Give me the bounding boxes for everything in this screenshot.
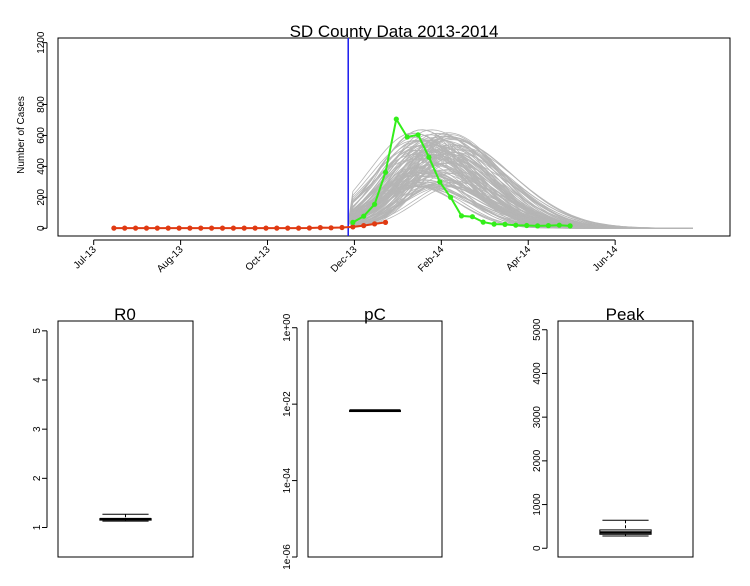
peak-y-tick-label: 5000 xyxy=(532,318,543,341)
observed-point-red xyxy=(219,225,226,231)
pc-boxplot-panel: pC 1e-06 1e-04 1e-02 1e+00 xyxy=(282,305,443,570)
observed-point-green xyxy=(458,213,465,219)
observed-point-green xyxy=(415,132,421,138)
main-x-axis: Jul-13 Aug-13 Oct-13 Dec-13 Feb-14 Apr-14 Jun-… xyxy=(72,239,621,275)
observed-point-green xyxy=(524,222,530,229)
main-y-axis: 0 200 400 600 800 1200 xyxy=(36,31,48,231)
observed-point-red xyxy=(176,225,182,231)
peak-y-tick-label: 3000 xyxy=(532,406,543,429)
observed-point-green xyxy=(393,116,399,122)
observed-point-red xyxy=(274,225,280,231)
pc-y-tick-label: 1e+00 xyxy=(282,313,293,342)
observed-line-red xyxy=(113,221,386,230)
observed-point-green xyxy=(382,169,389,175)
observed-point-red xyxy=(296,225,302,231)
r0-plot-frame xyxy=(57,320,194,558)
main-chart: SD County Data 2013-2014 Number of Cases… xyxy=(16,22,731,275)
observed-point-green xyxy=(372,201,378,207)
observed-point-green xyxy=(502,221,508,227)
main-x-tick-label: Feb-14 xyxy=(416,244,446,274)
observed-point-red xyxy=(263,225,269,231)
observed-point-red xyxy=(361,223,367,229)
observed-point-red xyxy=(382,219,389,225)
observed-point-red xyxy=(165,225,171,231)
observed-point-red xyxy=(209,225,215,231)
main-y-tick-label: 200 xyxy=(36,189,47,206)
main-y-tick-label: 400 xyxy=(36,158,47,175)
observed-point-green xyxy=(545,223,552,229)
pc-y-tick-label: 1e-04 xyxy=(282,467,293,493)
r0-y-tick-label: 4 xyxy=(32,377,43,383)
observed-point-green xyxy=(556,222,562,228)
observed-point-green xyxy=(513,222,519,228)
peak-title: Peak xyxy=(606,305,645,324)
main-chart-title: SD County Data 2013-2014 xyxy=(290,22,499,41)
main-x-tick-label: Apr-14 xyxy=(504,244,533,273)
main-y-tick-label: 600 xyxy=(36,127,47,144)
main-x-tick-label: Oct-13 xyxy=(244,244,273,273)
pc-boxplot: 1e-06 1e-04 1e-02 1e+00 xyxy=(282,313,401,570)
main-y-tick-label: 1200 xyxy=(36,31,47,54)
main-x-tick-label: Dec-13 xyxy=(329,244,360,275)
observed-point-green xyxy=(448,194,454,200)
observed-point-green xyxy=(350,219,356,225)
main-y-axis-label: Number of Cases xyxy=(16,96,27,174)
observed-point-red xyxy=(306,225,312,231)
observed-point-red xyxy=(198,225,204,231)
simulation-curves xyxy=(347,129,693,229)
observed-point-green xyxy=(426,154,432,160)
peak-plot-frame xyxy=(557,320,694,558)
observed-point-green xyxy=(404,134,410,140)
main-x-tick-label: Aug-13 xyxy=(155,244,186,275)
peak-y-tick-label: 2000 xyxy=(532,449,543,472)
observed-point-green xyxy=(535,223,541,229)
peak-y-tick-label: 0 xyxy=(532,545,543,551)
r0-y-tick-label: 1 xyxy=(32,524,43,530)
observed-point-green xyxy=(469,214,475,220)
observed-point-red xyxy=(339,224,345,231)
simulation-curve xyxy=(348,144,693,229)
observed-point-red xyxy=(230,225,236,231)
observed-point-red xyxy=(133,225,139,231)
observed-point-red xyxy=(187,225,193,231)
peak-boxplot-panel: Peak 0 1000 2000 3000 4000 5000 xyxy=(532,305,694,558)
observed-point-green xyxy=(491,221,497,227)
r0-y-tick-label: 5 xyxy=(32,328,43,334)
r0-y-tick-label: 2 xyxy=(32,475,43,481)
observed-point-green xyxy=(361,213,367,219)
peak-y-tick-label: 4000 xyxy=(532,362,543,385)
observed-point-green xyxy=(567,223,573,229)
observed-point-green xyxy=(480,219,486,225)
pc-y-tick-label: 1e-06 xyxy=(282,544,293,570)
observed-point-red xyxy=(328,225,334,231)
main-plot-frame xyxy=(57,37,731,237)
r0-boxplot-panel: R0 1 2 3 4 5 xyxy=(32,305,194,558)
peak-y-tick-label: 1000 xyxy=(532,493,543,516)
main-x-tick-label: Jul-13 xyxy=(72,244,99,271)
pc-y-tick-label: 1e-02 xyxy=(282,391,293,417)
r0-boxplot: 1 2 3 4 5 xyxy=(32,328,152,530)
observed-point-red xyxy=(143,225,150,231)
r0-title: R0 xyxy=(114,305,136,324)
r0-y-tick-label: 3 xyxy=(32,426,43,432)
observed-point-red xyxy=(252,225,258,231)
observed-point-red xyxy=(111,225,117,231)
observed-point-red xyxy=(154,225,160,231)
observed-point-red xyxy=(241,225,247,231)
observed-point-red xyxy=(350,224,356,230)
pc-title: pC xyxy=(364,305,386,324)
main-y-tick-label: 0 xyxy=(36,225,47,231)
peak-boxplot: 0 1000 2000 3000 4000 5000 xyxy=(532,318,652,551)
observed-point-red xyxy=(372,221,378,227)
observed-point-red xyxy=(317,225,323,231)
pc-plot-frame xyxy=(307,320,443,558)
observed-point-green xyxy=(437,179,443,185)
main-x-tick-label: Jun-14 xyxy=(591,244,621,274)
simulation-curve xyxy=(348,162,693,229)
observed-series xyxy=(111,116,573,231)
main-y-tick-label: 800 xyxy=(36,96,47,113)
observed-point-red xyxy=(122,225,128,231)
observed-point-red xyxy=(285,225,291,231)
